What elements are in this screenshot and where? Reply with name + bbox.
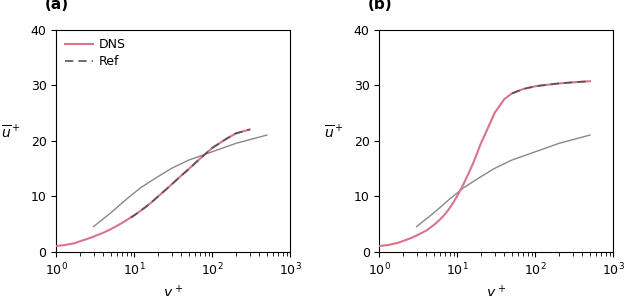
Text: (b): (b) <box>367 0 393 12</box>
DNS <box>137 209 145 213</box>
DNS <box>508 92 516 95</box>
Ref <box>246 128 254 131</box>
DNS <box>71 242 78 245</box>
Line: DNS: DNS <box>56 129 250 246</box>
DNS <box>76 239 84 243</box>
Ref <box>586 79 593 83</box>
DNS <box>586 79 593 83</box>
DNS <box>127 216 135 219</box>
Ref <box>208 146 216 149</box>
DNS <box>520 87 527 91</box>
DNS <box>100 231 107 234</box>
DNS <box>197 157 204 160</box>
DNS <box>555 82 563 85</box>
DNS <box>407 237 414 240</box>
X-axis label: $y^+$: $y^+$ <box>163 284 183 296</box>
DNS <box>441 212 449 215</box>
DNS <box>399 239 407 243</box>
DNS <box>246 128 254 131</box>
DNS <box>545 83 553 86</box>
DNS <box>232 132 240 135</box>
X-axis label: $y^+$: $y^+$ <box>486 284 506 296</box>
Ref <box>146 202 154 205</box>
Ref <box>520 87 527 91</box>
Line: Ref: Ref <box>512 81 590 94</box>
DNS <box>168 183 175 186</box>
DNS <box>394 241 401 245</box>
DNS <box>113 224 121 228</box>
DNS <box>154 195 162 198</box>
Legend: DNS, Ref: DNS, Ref <box>63 36 128 71</box>
Ref <box>222 137 230 141</box>
DNS <box>90 235 97 238</box>
DNS <box>146 202 154 205</box>
DNS <box>84 237 91 241</box>
DNS <box>569 81 577 84</box>
Text: (a): (a) <box>44 0 69 12</box>
DNS <box>208 146 216 149</box>
DNS <box>118 221 126 224</box>
DNS <box>477 141 485 145</box>
DNS <box>61 243 69 247</box>
DNS <box>107 227 115 231</box>
Ref <box>142 205 150 209</box>
DNS <box>423 229 430 232</box>
DNS <box>185 167 193 171</box>
DNS <box>436 218 444 221</box>
Ref <box>162 188 169 192</box>
Ref <box>154 195 162 198</box>
Ref <box>508 92 516 95</box>
DNS <box>454 194 461 197</box>
DNS <box>531 84 539 88</box>
DNS <box>465 171 473 175</box>
DNS <box>485 125 492 128</box>
DNS <box>162 188 169 192</box>
DNS <box>384 243 392 247</box>
DNS <box>501 97 508 101</box>
Ref <box>555 82 563 85</box>
DNS <box>413 234 421 237</box>
Y-axis label: $\overline{u}^+$: $\overline{u}^+$ <box>1 123 21 141</box>
Ref <box>131 213 138 217</box>
DNS <box>430 223 438 227</box>
Ref <box>545 83 553 86</box>
DNS <box>450 200 458 203</box>
DNS <box>460 182 468 186</box>
DNS <box>131 213 138 217</box>
DNS <box>491 111 498 115</box>
Line: DNS: DNS <box>379 81 590 246</box>
Line: Ref: Ref <box>131 129 250 218</box>
DNS <box>123 218 131 222</box>
Ref <box>137 209 145 213</box>
Ref <box>178 174 185 177</box>
Ref <box>127 216 135 219</box>
Ref <box>197 157 204 160</box>
Ref <box>168 183 175 186</box>
DNS <box>376 244 383 248</box>
DNS <box>53 244 60 248</box>
Y-axis label: $\overline{u}^+$: $\overline{u}^+$ <box>324 123 344 141</box>
DNS <box>178 174 185 177</box>
Ref <box>232 132 240 135</box>
Ref <box>185 167 193 171</box>
Ref <box>569 81 577 84</box>
DNS <box>142 205 150 209</box>
DNS <box>470 161 477 165</box>
DNS <box>446 206 454 210</box>
DNS <box>222 137 230 141</box>
Ref <box>531 84 539 88</box>
